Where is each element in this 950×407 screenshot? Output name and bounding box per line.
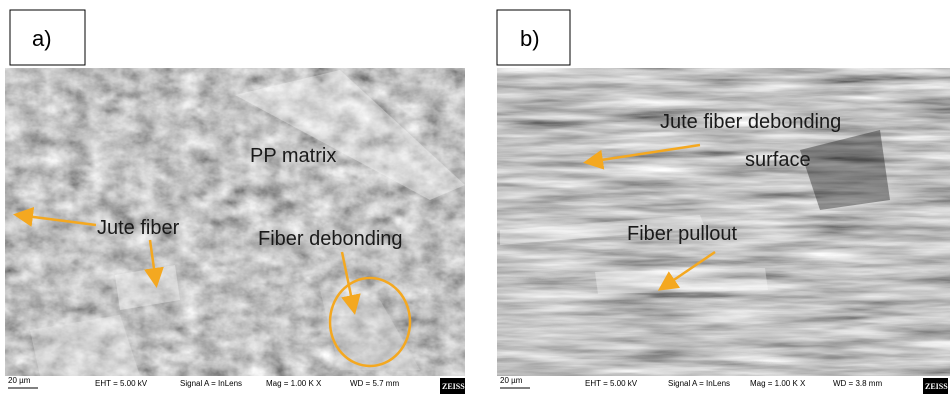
annotation: Fiber debonding	[258, 228, 403, 250]
scale-bar-label: 20 µm	[500, 376, 523, 385]
figure: a) PP matrix Jute fiber Fiber debonding …	[0, 0, 950, 407]
panel-label: a)	[32, 26, 52, 51]
info-text: Mag = 1.00 K X	[266, 379, 322, 388]
panel-label: b)	[520, 26, 540, 51]
info-text: Mag = 1.00 K X	[750, 379, 806, 388]
annotation: Fiber pullout	[627, 223, 738, 245]
annotation: surface	[745, 149, 811, 171]
info-text: EHT = 5.00 kV	[585, 379, 638, 388]
panel-b: b) Jute fiber debonding surface Fiber pu…	[497, 10, 950, 394]
logo: ZEISS	[925, 382, 948, 391]
info-text: WD = 3.8 mm	[833, 379, 882, 388]
logo: ZEISS	[442, 382, 465, 391]
info-text: Signal A = InLens	[668, 379, 730, 388]
panel-a: a) PP matrix Jute fiber Fiber debonding …	[5, 10, 465, 394]
annotation: PP matrix	[250, 145, 336, 167]
info-text: WD = 5.7 mm	[350, 379, 399, 388]
info-text: EHT = 5.00 kV	[95, 379, 148, 388]
info-text: Signal A = InLens	[180, 379, 242, 388]
annotation: Jute fiber debonding	[660, 111, 841, 133]
annotation: Jute fiber	[97, 217, 180, 239]
scale-bar-label: 20 µm	[8, 376, 31, 385]
